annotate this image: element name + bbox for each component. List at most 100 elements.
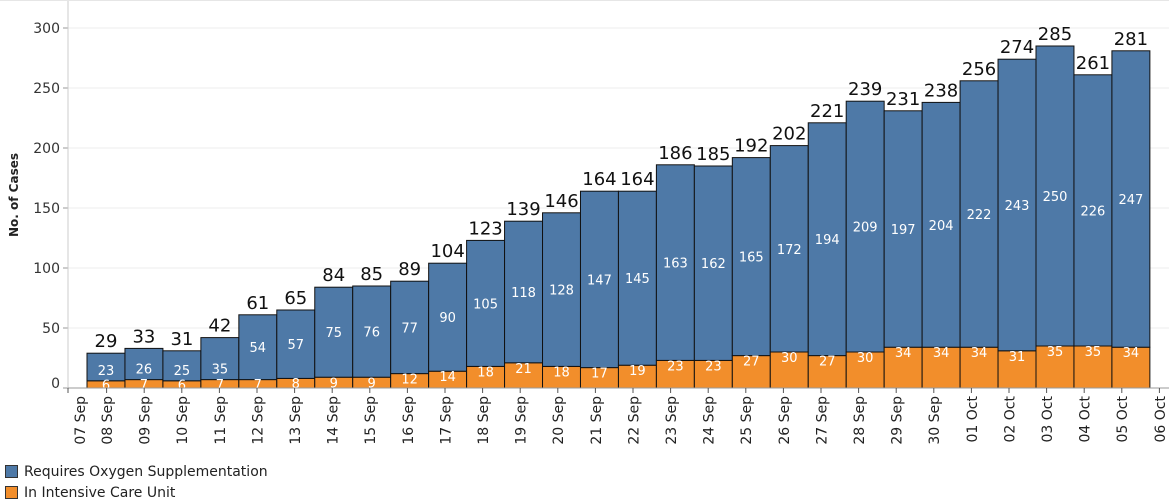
label-total: 65 — [284, 288, 307, 309]
label-oxygen: 226 — [1081, 204, 1106, 219]
y-tick-label: 0 — [51, 376, 60, 392]
label-icu: 8 — [292, 377, 300, 392]
legend-label: In Intensive Care Unit — [24, 484, 176, 501]
label-total: 221 — [810, 101, 844, 122]
label-total: 261 — [1076, 53, 1110, 74]
x-tick-label: 06 Oct — [1153, 396, 1169, 443]
label-oxygen: 23 — [98, 364, 115, 379]
label-oxygen: 204 — [929, 219, 954, 234]
label-icu: 34 — [895, 346, 912, 361]
y-tick-label: 250 — [33, 81, 60, 97]
label-oxygen: 165 — [739, 251, 764, 266]
x-tick-label: 16 Sep — [401, 396, 417, 445]
label-total: 123 — [468, 218, 502, 239]
x-tick-label: 26 Sep — [777, 396, 793, 445]
label-oxygen: 25 — [174, 364, 191, 379]
label-oxygen: 172 — [777, 243, 802, 258]
label-oxygen: 75 — [325, 326, 342, 341]
label-icu: 30 — [781, 351, 798, 366]
label-oxygen: 105 — [473, 297, 498, 312]
x-tick-label: 21 Sep — [589, 396, 605, 445]
bar-icu — [655, 359, 695, 389]
label-oxygen: 163 — [663, 257, 688, 272]
label-icu: 35 — [1047, 345, 1064, 360]
bar-oxygen — [1073, 74, 1113, 347]
label-icu: 27 — [819, 355, 836, 370]
x-tick-label: 02 Oct — [1002, 396, 1018, 443]
label-icu: 7 — [140, 378, 148, 393]
label-total: 256 — [962, 59, 996, 80]
x-tick-label: 27 Sep — [814, 396, 830, 445]
label-icu: 7 — [254, 378, 262, 393]
bar-oxygen — [693, 165, 733, 361]
bar-icu — [1035, 345, 1075, 389]
label-oxygen: 243 — [1005, 199, 1030, 214]
legend: Requires Oxygen Supplementation In Inten… — [5, 461, 268, 503]
label-icu: 9 — [330, 377, 338, 392]
label-icu: 35 — [1085, 345, 1102, 360]
bar-icu — [997, 350, 1037, 389]
label-icu: 23 — [667, 359, 684, 374]
label-total: 186 — [658, 143, 692, 164]
label-total: 281 — [1114, 29, 1148, 50]
label-icu: 17 — [591, 367, 608, 382]
bar-oxygen — [655, 164, 695, 361]
label-total: 104 — [430, 241, 464, 262]
legend-item-icu[interactable]: In Intensive Care Unit — [5, 482, 268, 503]
label-icu: 14 — [439, 370, 456, 385]
label-oxygen: 35 — [212, 363, 229, 378]
bar-oxygen — [1111, 50, 1151, 348]
x-tick-label: 22 Sep — [626, 396, 642, 445]
bar-icu — [845, 351, 885, 389]
label-oxygen: 247 — [1118, 193, 1143, 208]
bar-oxygen — [542, 212, 581, 367]
label-icu: 27 — [743, 355, 760, 370]
label-total: 164 — [620, 169, 654, 190]
x-tick-label: 14 Sep — [326, 396, 342, 445]
label-icu: 18 — [553, 365, 570, 380]
label-total: 139 — [506, 199, 540, 220]
legend-label: Requires Oxygen Supplementation — [24, 463, 268, 480]
label-oxygen: 118 — [511, 286, 536, 301]
label-oxygen: 147 — [587, 273, 612, 288]
x-tick-label: 19 Sep — [514, 396, 530, 445]
label-total: 89 — [398, 259, 421, 280]
x-tick-label: 30 Sep — [927, 396, 943, 445]
legend-swatch-icu — [5, 486, 18, 499]
x-tick-label: 11 Sep — [213, 396, 229, 445]
label-total: 42 — [208, 316, 231, 337]
label-total: 85 — [360, 264, 383, 285]
legend-item-oxygen[interactable]: Requires Oxygen Supplementation — [5, 461, 268, 482]
x-tick-label: 29 Sep — [890, 396, 906, 445]
x-tick-label: 15 Sep — [363, 396, 379, 445]
bar-oxygen — [807, 122, 847, 357]
bar-oxygen — [238, 314, 278, 381]
label-icu: 12 — [401, 373, 418, 388]
label-icu: 23 — [705, 359, 722, 374]
bar-oxygen — [276, 309, 316, 379]
label-oxygen: 57 — [288, 338, 305, 353]
label-icu: 34 — [971, 346, 988, 361]
bar-icu — [807, 355, 847, 389]
bar-oxygen — [579, 190, 619, 369]
bar-oxygen — [845, 100, 885, 353]
label-oxygen: 90 — [439, 311, 456, 326]
bar-oxygen — [352, 285, 392, 378]
bar-oxygen — [769, 145, 809, 353]
label-total: 238 — [924, 80, 958, 101]
x-tick-label: 20 Sep — [551, 396, 567, 445]
bar-oxygen — [617, 190, 657, 366]
y-axis-title: No. of Cases — [7, 153, 21, 237]
label-oxygen: 76 — [363, 326, 380, 341]
label-icu: 19 — [629, 364, 646, 379]
y-tick-label: 50 — [42, 321, 60, 337]
label-oxygen: 250 — [1043, 190, 1068, 205]
y-tick-label: 300 — [33, 21, 60, 37]
y-tick-label: 200 — [33, 141, 60, 157]
label-oxygen: 222 — [967, 208, 992, 223]
label-total: 185 — [696, 144, 730, 165]
x-tick-label: 24 Sep — [702, 396, 718, 445]
x-tick-label: 28 Sep — [852, 396, 868, 445]
x-tick-label: 23 Sep — [664, 396, 680, 445]
